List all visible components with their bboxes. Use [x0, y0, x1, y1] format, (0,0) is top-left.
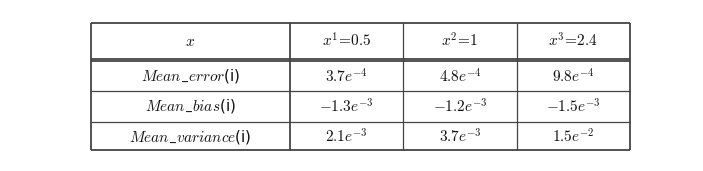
Text: $x^2\!=\!1$: $x^2\!=\!1$	[441, 32, 479, 50]
Text: $-1.5e^{-3}$: $-1.5e^{-3}$	[546, 97, 600, 116]
Text: $x^1\!=\!0.5$: $x^1\!=\!0.5$	[322, 32, 372, 50]
Text: $4.8e^{-4}$: $4.8e^{-4}$	[439, 67, 482, 85]
Text: $-1.3e^{-3}$: $-1.3e^{-3}$	[319, 97, 374, 116]
Text: $1.5e^{-2}$: $1.5e^{-2}$	[552, 128, 595, 146]
Text: $-1.2e^{-3}$: $-1.2e^{-3}$	[433, 97, 487, 116]
Text: $9.8e^{-4}$: $9.8e^{-4}$	[552, 67, 595, 85]
Text: $\mathit{Mean\_bias}$(i): $\mathit{Mean\_bias}$(i)	[145, 97, 236, 115]
Text: $x^3\!=\!2.4$: $x^3\!=\!2.4$	[548, 32, 598, 50]
Text: $x$: $x$	[186, 34, 195, 49]
Text: $3.7e^{-4}$: $3.7e^{-4}$	[325, 67, 368, 85]
Text: $\mathit{Mean\_error}$(i): $\mathit{Mean\_error}$(i)	[141, 67, 240, 85]
Text: $3.7e^{-3}$: $3.7e^{-3}$	[439, 128, 482, 146]
Text: $2.1e^{-3}$: $2.1e^{-3}$	[325, 128, 368, 146]
Text: $\mathit{Mean\_variance}$(i): $\mathit{Mean\_variance}$(i)	[129, 128, 252, 146]
